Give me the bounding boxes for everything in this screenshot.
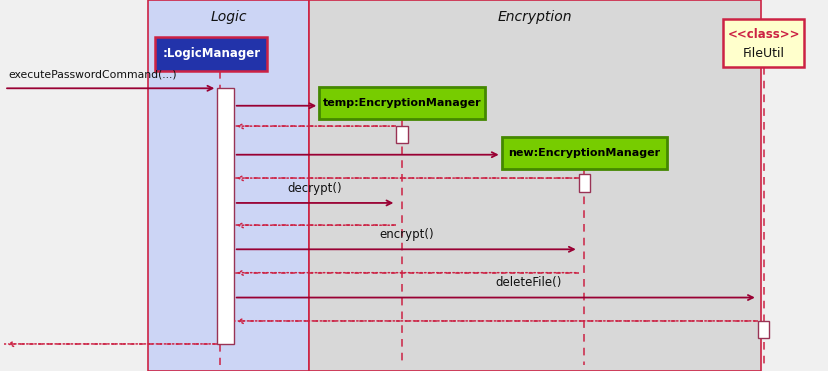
Text: encrypt(): encrypt() [378,228,433,241]
Bar [319,87,484,119]
Text: executePasswordCommand(...): executePasswordCommand(...) [8,69,176,79]
Text: FileUtil: FileUtil [742,47,783,60]
Text: temp:EncryptionManager: temp:EncryptionManager [322,98,481,108]
Bar [309,0,760,371]
Bar [396,126,407,143]
Text: new:EncryptionManager: new:EncryptionManager [508,148,660,158]
Bar [147,0,309,371]
Bar [501,137,667,169]
Bar [217,88,233,344]
Text: decrypt(): decrypt() [287,182,342,195]
Text: deleteFile(): deleteFile() [495,276,561,289]
Text: Logic: Logic [209,10,247,24]
Bar [156,37,267,71]
Text: Encryption: Encryption [498,10,571,24]
Bar [578,174,590,192]
Text: :LogicManager: :LogicManager [162,47,260,60]
Text: <<class>>: <<class>> [726,28,799,41]
Bar [722,19,803,67]
Bar [757,321,768,338]
